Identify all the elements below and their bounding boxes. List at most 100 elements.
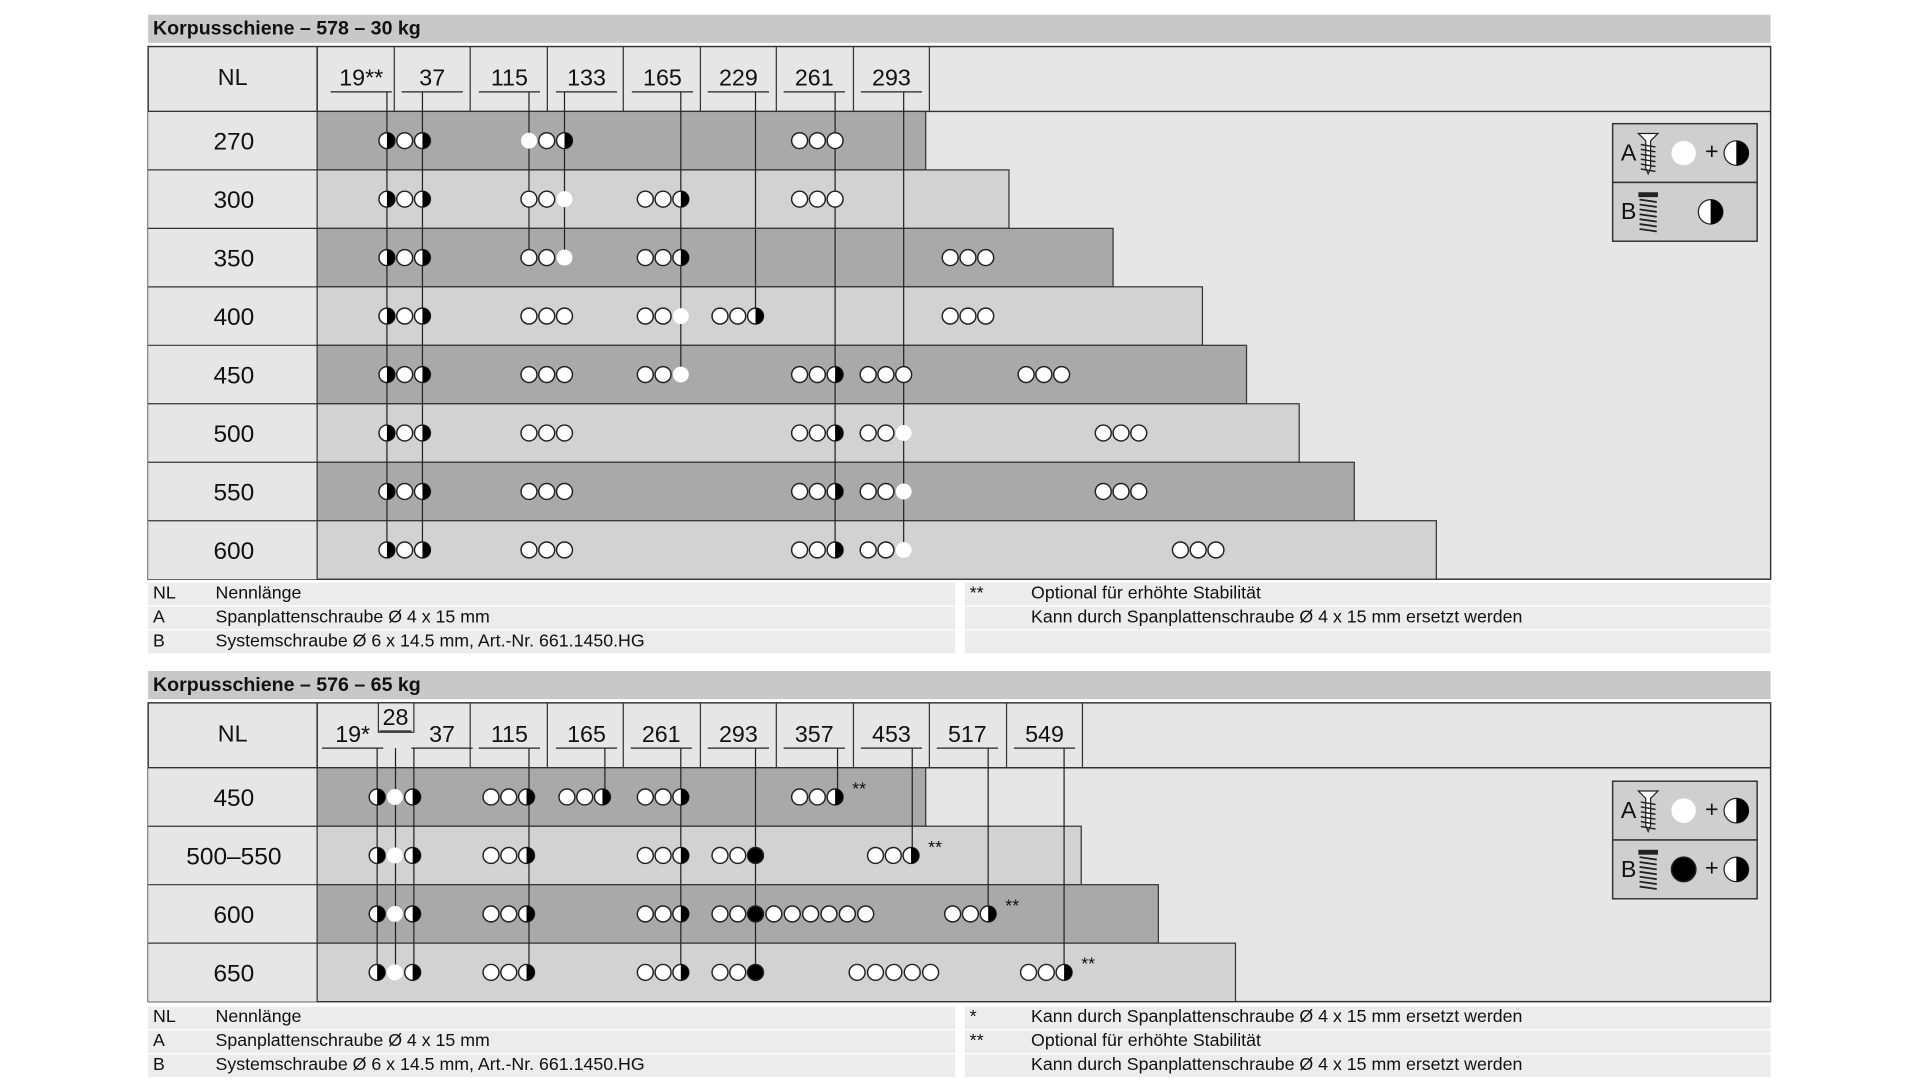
screw-thread bbox=[1640, 153, 1656, 158]
column-label: 261 bbox=[642, 721, 681, 747]
hole bbox=[857, 905, 875, 923]
hole-half bbox=[526, 905, 535, 922]
hole bbox=[790, 541, 809, 559]
row-label: 600 bbox=[213, 538, 254, 565]
legend-hole bbox=[1671, 140, 1696, 166]
hole bbox=[1189, 541, 1207, 559]
note-strip bbox=[964, 606, 1771, 630]
hole bbox=[808, 131, 827, 150]
hole bbox=[482, 963, 500, 982]
hole-half bbox=[412, 964, 421, 981]
hole bbox=[396, 541, 414, 559]
note-strip bbox=[148, 1006, 956, 1030]
screw-head bbox=[1638, 849, 1658, 855]
hole bbox=[520, 307, 538, 325]
table-title: Korpusschiene – 576 – 65 kg bbox=[153, 674, 421, 696]
note-text: Optional für erhöhte Stabilität bbox=[1031, 1030, 1261, 1050]
hole bbox=[538, 131, 556, 150]
screw-thread bbox=[1639, 870, 1657, 876]
column-label: 115 bbox=[491, 65, 528, 91]
hole bbox=[1112, 482, 1130, 501]
hole bbox=[808, 190, 827, 208]
note-text: Nennlänge bbox=[216, 1006, 302, 1026]
hole-half bbox=[680, 249, 689, 266]
screw-thread bbox=[1640, 820, 1656, 825]
hole bbox=[729, 963, 747, 982]
hole bbox=[895, 541, 912, 558]
row-bar bbox=[316, 344, 1248, 405]
hole-half bbox=[680, 964, 689, 981]
hole bbox=[866, 963, 885, 982]
hole bbox=[555, 365, 574, 384]
hole bbox=[959, 307, 977, 325]
hole bbox=[826, 190, 844, 208]
column-label: 133 bbox=[567, 65, 606, 91]
hole bbox=[801, 905, 820, 923]
hole bbox=[729, 307, 747, 325]
hole bbox=[1112, 424, 1130, 442]
hole bbox=[941, 248, 959, 267]
row-mark: ** bbox=[1005, 895, 1019, 915]
hole bbox=[903, 963, 921, 982]
column-label: 115 bbox=[491, 721, 528, 747]
hole bbox=[500, 846, 518, 865]
hole bbox=[859, 482, 877, 501]
row-label: 450 bbox=[213, 785, 254, 812]
note-text: Spanplattenschraube Ø 4 x 15 mm bbox=[216, 606, 490, 626]
legend-hole bbox=[1671, 798, 1696, 823]
hole-half bbox=[386, 191, 395, 208]
screw-thread bbox=[1640, 825, 1656, 830]
column-label: 37 bbox=[429, 721, 455, 747]
screw-thread bbox=[1639, 198, 1657, 203]
hole-half bbox=[377, 964, 386, 981]
hole bbox=[520, 248, 538, 267]
hole bbox=[654, 963, 672, 982]
hole bbox=[556, 191, 573, 208]
hole bbox=[894, 365, 913, 384]
hole bbox=[820, 905, 838, 923]
hole bbox=[877, 365, 895, 384]
hole bbox=[520, 424, 538, 442]
title-bar bbox=[148, 671, 1771, 700]
hole bbox=[808, 482, 827, 501]
hole bbox=[396, 248, 414, 267]
hole-half bbox=[835, 483, 844, 500]
column-label: 517 bbox=[948, 721, 987, 747]
hole bbox=[482, 788, 500, 806]
hole bbox=[1017, 365, 1035, 384]
screw-thread bbox=[1640, 148, 1656, 153]
hole bbox=[520, 482, 538, 501]
hole bbox=[783, 905, 801, 923]
hole bbox=[943, 905, 962, 923]
hole bbox=[396, 131, 414, 150]
hole-half bbox=[422, 249, 431, 266]
hole-half bbox=[680, 191, 689, 208]
hole bbox=[826, 131, 844, 150]
hole bbox=[808, 788, 827, 806]
hole bbox=[808, 424, 827, 442]
screw-thread bbox=[1639, 223, 1657, 228]
note-text: Systemschraube Ø 6 x 14.5 mm, Art.-Nr. 6… bbox=[216, 1054, 645, 1074]
hole-half bbox=[755, 308, 764, 325]
hole bbox=[711, 846, 729, 865]
hole bbox=[636, 365, 654, 384]
note-strip bbox=[148, 1054, 956, 1077]
legend-hole-half bbox=[1736, 857, 1749, 882]
note-strip bbox=[148, 582, 956, 606]
hole-half bbox=[386, 308, 395, 325]
hole-half bbox=[911, 847, 919, 864]
row-label: 400 bbox=[213, 304, 254, 331]
hole-half bbox=[835, 541, 844, 558]
legend-plus: + bbox=[1705, 796, 1719, 822]
hole bbox=[396, 424, 414, 442]
hole bbox=[555, 482, 574, 501]
hole bbox=[746, 846, 765, 865]
hole-half bbox=[835, 366, 844, 383]
hole bbox=[1052, 365, 1071, 384]
screw-icon bbox=[1636, 132, 1660, 176]
note-text: Spanplattenschraube Ø 4 x 15 mm bbox=[216, 1030, 490, 1050]
screw-thread bbox=[1639, 875, 1657, 881]
hole bbox=[921, 963, 940, 982]
note-key: ** bbox=[970, 1030, 984, 1050]
sub-cell bbox=[377, 702, 415, 733]
